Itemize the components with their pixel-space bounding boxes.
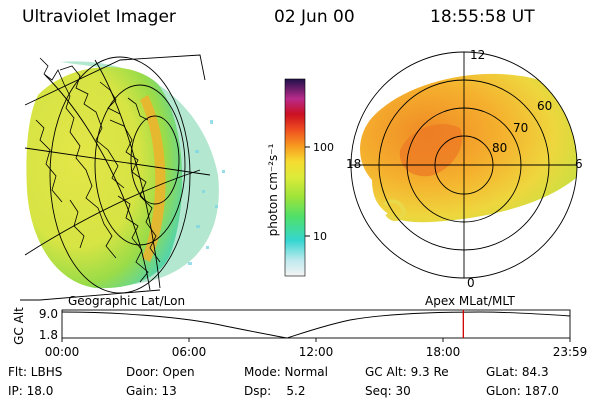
meridian-3 [94, 59, 161, 289]
mlt-label-12: 12 [470, 48, 485, 62]
meridian-4 [24, 169, 201, 256]
lat-circle-3 [130, 115, 180, 205]
info-dsp: Dsp: 5.2 [244, 384, 306, 398]
timeline-frame [61, 309, 571, 339]
geographic-panel-label: Geographic Lat/Lon [68, 294, 186, 308]
info-seq: Seq: 30 [365, 384, 411, 398]
mlat-label-60: 60 [537, 99, 552, 113]
info-gain: Gain: 13 [126, 384, 177, 398]
observation-date: 02 Jun 00 [274, 7, 355, 27]
timeline-xtick-1800: 18:00 [426, 345, 461, 359]
info-filter: Flt: LBHS [8, 365, 63, 379]
timeline-xtick-0600: 06:00 [172, 345, 207, 359]
aurora-oval-polar [360, 73, 577, 223]
timeline-ytick-min: 1.8 [39, 328, 58, 342]
mlat-label-80: 80 [492, 141, 507, 155]
info-mode: Mode: Normal [244, 365, 328, 379]
noise-speckles [188, 120, 225, 265]
apex-panel-label: Apex MLat/MLT [425, 294, 515, 308]
colorbar: 100 10 photon cm⁻²s⁻¹ [266, 78, 334, 277]
observation-time: 18:55:58 UT [430, 7, 535, 27]
aurora-hotspot [399, 124, 463, 177]
timeline-ytick-max: 9.0 [39, 307, 58, 321]
mlat-label-70: 70 [513, 121, 528, 135]
polar-plot: 12 18 6 0 60 70 80 [346, 48, 583, 290]
aurora-arc-fragment [382, 199, 407, 221]
meridian-1 [24, 147, 211, 176]
timeline-ylabel: GC Alt [12, 307, 26, 345]
info-door: Door: Open [126, 365, 195, 379]
coastlines [35, 57, 161, 283]
aurora-bright-band [140, 95, 166, 262]
mlt-label-6: 6 [575, 157, 583, 171]
altitude-timeline: GC Alt 9.0 1.8 00:00 06:00 12:00 18:00 2… [12, 307, 587, 359]
colorbar-tick-100: 100 [313, 141, 334, 154]
mlt-label-0: 0 [467, 276, 475, 290]
info-ip: IP: 18.0 [8, 384, 54, 398]
colorbar-scale [284, 78, 306, 277]
timeline-xtick-0000: 00:00 [45, 345, 80, 359]
aurora-oval-geo [26, 67, 183, 289]
altitude-curve [61, 311, 571, 339]
info-gc-altitude: GC Alt: 9.3 Re [365, 365, 449, 379]
mlt-label-18: 18 [346, 157, 361, 171]
timeline-xtick-1200: 12:00 [299, 345, 334, 359]
instrument-title: Ultraviolet Imager [22, 7, 176, 27]
meridian-2 [44, 74, 151, 291]
info-glat: GLat: 84.3 [486, 365, 549, 379]
geographic-image [20, 54, 225, 301]
lat-circle-1 [49, 56, 191, 294]
timeline-xtick-2359: 23:59 [553, 345, 588, 359]
colorbar-tick-10: 10 [313, 230, 327, 243]
info-glon: GLon: 187.0 [486, 384, 559, 398]
colorbar-unit-label: photon cm⁻²s⁻¹ [266, 143, 280, 236]
